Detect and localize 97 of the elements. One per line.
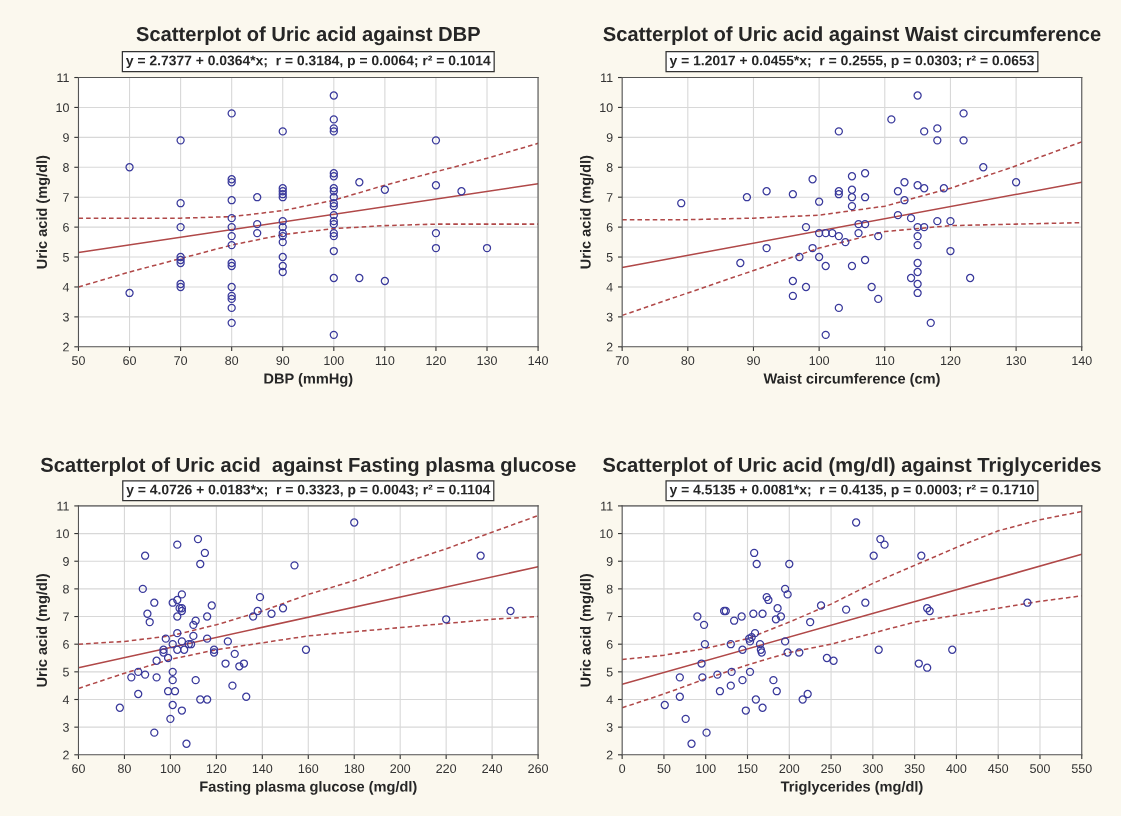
x-axis-title: Fasting plasma glucose (mg/dl) <box>200 781 417 795</box>
x-tick-label: 260 <box>528 764 549 774</box>
x-tick-label: 50 <box>657 764 671 774</box>
y-tick-label: 11 <box>601 501 613 511</box>
chart-subtitle: y = 1.2017 + 0.0455*x; r = 0.2555, p = 0.0303; r² = 0.0653 <box>669 55 1034 69</box>
x-tick-label: 80 <box>118 764 131 774</box>
chart-subtitle: y = 4.5135 + 0.0081*x; r = 0.4135, p = 0.0003; r² = 0.1710 <box>669 484 1034 498</box>
x-axis-title: DBP (mmHg) <box>264 373 353 387</box>
y-tick-label: 10 <box>56 103 69 113</box>
x-tick-label: 100 <box>324 356 344 366</box>
y-tick-label: 2 <box>63 342 69 352</box>
x-axis-title: Triglycerides (mg/dl) <box>780 781 923 795</box>
y-tick-label: 2 <box>63 750 69 760</box>
x-tick-label: 50 <box>72 356 85 366</box>
x-tick-label: 110 <box>375 356 395 366</box>
x-tick-label: 160 <box>298 764 319 774</box>
chart-title: Scatterplot of Uric acid (mg/dl) against Triglycerides <box>603 457 1101 477</box>
x-tick-label: 60 <box>123 356 136 366</box>
y-tick-label: 11 <box>57 501 69 511</box>
y-tick-label: 5 <box>62 667 69 677</box>
y-axis-title: Uric acid (mg/dl) <box>36 155 50 269</box>
y-tick-label: 5 <box>606 252 613 262</box>
x-tick-label: 240 <box>482 764 503 774</box>
y-tick-label: 8 <box>606 584 613 594</box>
x-tick-label: 500 <box>1030 764 1050 774</box>
x-tick-label: 140 <box>528 356 549 366</box>
x-tick-label: 250 <box>821 764 842 774</box>
y-tick-label: 3 <box>62 312 69 322</box>
x-tick-label: 100 <box>160 764 181 774</box>
y-tick-label: 5 <box>606 667 613 677</box>
y-tick-label: 6 <box>63 222 69 232</box>
x-tick-label: 70 <box>615 356 629 366</box>
x-tick-label: 200 <box>390 764 411 774</box>
y-tick-label: 3 <box>606 312 613 322</box>
y-tick-label: 9 <box>606 557 613 566</box>
y-tick-label: 8 <box>606 163 613 172</box>
chart-title: Scatterplot of Uric acid against Fasting plasma glucose <box>40 457 576 477</box>
y-tick-label: 6 <box>606 639 613 649</box>
x-tick-label: 130 <box>477 356 497 366</box>
chart-subtitle: y = 2.7377 + 0.0364*x; r = 0.3184, p = 0.0064; r² = 0.1014 <box>125 55 491 69</box>
x-tick-label: 0 <box>619 764 626 774</box>
y-tick-label: 4 <box>62 695 70 705</box>
x-tick-label: 550 <box>1071 764 1092 774</box>
x-tick-label: 150 <box>738 764 758 774</box>
x-tick-label: 90 <box>276 356 290 366</box>
x-tick-label: 120 <box>426 356 446 366</box>
x-tick-label: 100 <box>696 764 716 774</box>
x-tick-label: 120 <box>206 764 227 774</box>
x-tick-label: 200 <box>779 764 800 774</box>
y-tick-label: 6 <box>606 222 613 232</box>
y-tick-label: 7 <box>606 193 613 202</box>
y-tick-label: 4 <box>606 282 613 292</box>
y-tick-label: 9 <box>63 557 69 566</box>
x-tick-label: 60 <box>72 764 85 774</box>
y-axis-title: Uric acid (mg/dl) <box>580 155 594 269</box>
x-tick-label: 90 <box>747 356 760 366</box>
y-tick-label: 10 <box>600 103 613 113</box>
y-axis-title: Uric acid (mg/dl) <box>36 573 50 687</box>
chart-title: Scatterplot of Uric acid against DBP <box>136 26 480 46</box>
x-tick-label: 400 <box>946 764 967 774</box>
chart-subtitle: y = 4.0726 + 0.0183*x; r = 0.3323, p = 0.0043; r² = 0.1104 <box>126 484 491 498</box>
y-tick-label: 3 <box>62 722 69 732</box>
y-tick-label: 2 <box>606 750 613 760</box>
y-tick-label: 5 <box>62 252 69 262</box>
y-tick-label: 3 <box>606 722 613 732</box>
y-tick-label: 11 <box>601 73 613 83</box>
x-tick-label: 220 <box>436 764 457 774</box>
y-tick-label: 4 <box>62 282 70 292</box>
x-tick-label: 130 <box>1006 356 1027 366</box>
y-tick-label: 4 <box>606 695 613 705</box>
x-tick-label: 300 <box>862 764 883 774</box>
x-tick-label: 140 <box>1072 356 1092 366</box>
y-tick-label: 9 <box>63 133 69 143</box>
y-tick-label: 10 <box>56 529 69 539</box>
x-axis-title: Waist circumference (cm) <box>763 373 940 387</box>
y-axis-title: Uric acid (mg/dl) <box>580 573 594 687</box>
y-tick-label: 2 <box>606 342 613 352</box>
y-tick-label: 6 <box>63 639 69 649</box>
x-tick-label: 110 <box>875 356 895 366</box>
x-tick-label: 80 <box>225 356 239 366</box>
x-tick-label: 70 <box>174 356 188 366</box>
y-tick-label: 8 <box>63 163 69 172</box>
x-tick-label: 180 <box>344 764 365 774</box>
y-tick-label: 9 <box>606 133 613 143</box>
y-tick-label: 7 <box>606 612 613 622</box>
chart-title: Scatterplot of Uric acid against Waist circumference <box>603 26 1101 46</box>
x-tick-label: 140 <box>252 764 273 774</box>
y-tick-label: 7 <box>63 612 69 622</box>
x-tick-label: 350 <box>904 764 925 774</box>
x-tick-label: 80 <box>681 356 695 366</box>
y-tick-label: 11 <box>57 73 69 83</box>
y-tick-label: 8 <box>63 584 69 594</box>
y-tick-label: 7 <box>63 193 69 202</box>
x-tick-label: 100 <box>809 356 830 366</box>
x-tick-label: 120 <box>940 356 961 366</box>
x-tick-label: 450 <box>988 764 1009 774</box>
y-tick-label: 10 <box>600 529 613 539</box>
